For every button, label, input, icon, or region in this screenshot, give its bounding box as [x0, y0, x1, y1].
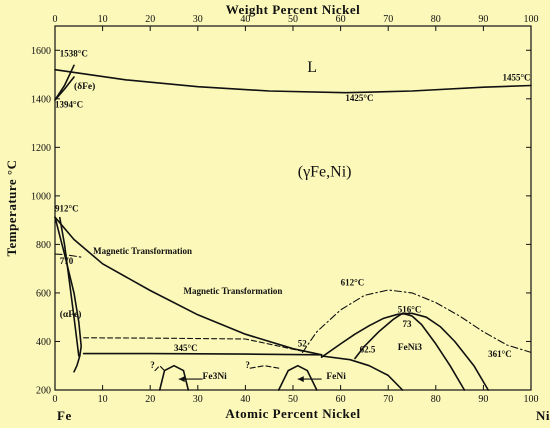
top-tick-label: 30: [193, 14, 203, 25]
x-end-label-right: Ni: [536, 408, 550, 423]
annotation-label: Magnetic Transformation: [93, 246, 192, 256]
region-label: FeNi3: [398, 343, 423, 353]
top-tick-label: 20: [145, 14, 155, 25]
x-tick-label: 40: [240, 394, 250, 405]
y-tick-label: 1400: [31, 94, 51, 105]
annotation-label: 1394°C: [55, 99, 83, 109]
y-tick-label: 600: [36, 288, 51, 299]
y-tick-label: 1000: [31, 191, 51, 202]
annotation-label: 1425°C: [345, 93, 373, 103]
series-line: [249, 365, 280, 369]
top-tick-label: 100: [524, 14, 539, 25]
series-line: [54, 253, 85, 259]
top-tick-label: 0: [53, 14, 58, 25]
y-tick-label: 200: [36, 386, 51, 397]
x-tick-label: 80: [431, 394, 441, 405]
x-tick-label: 90: [478, 394, 488, 405]
series-line: [83, 337, 304, 352]
series-line: [158, 364, 190, 391]
x-tick-label: 0: [53, 394, 58, 405]
y-tick-label: 1600: [31, 46, 51, 57]
x-tick-label: 20: [145, 394, 155, 405]
x-tick-label: 50: [288, 394, 298, 405]
x-tick-label: 60: [336, 394, 346, 405]
y-tick-label: 800: [36, 240, 51, 251]
y-axis-title: Temperature °C: [4, 159, 19, 256]
annotation-label: 1538°C: [60, 48, 88, 58]
region-label: L: [307, 59, 317, 76]
top-tick-label: 80: [431, 14, 441, 25]
series-line: [354, 312, 466, 391]
series-line: [301, 289, 532, 353]
annotation-label: 516°C: [398, 304, 422, 314]
y-tick-label: 400: [36, 337, 51, 348]
top-tick-label: 60: [336, 14, 346, 25]
annotation-label: ?: [245, 360, 250, 370]
x-tick-label: 10: [98, 394, 108, 405]
series-line: [320, 355, 404, 391]
annotation-label: 73: [402, 319, 412, 329]
x-end-label-left: Fe: [57, 408, 72, 423]
series-line: [54, 68, 532, 94]
top-tick-label: 50: [288, 14, 298, 25]
annotation-label: 52: [298, 338, 308, 348]
x-tick-label: 30: [193, 394, 203, 405]
top-tick-label: 70: [383, 14, 393, 25]
x-tick-label: 70: [383, 394, 393, 405]
region-label: (δFe): [74, 81, 95, 92]
x-axis-top-title: Weight Percent Nickel: [226, 2, 360, 17]
annotation-label: 62.5: [360, 344, 376, 354]
series-line: [82, 352, 323, 356]
series-line: [277, 364, 318, 391]
y-tick-label: 1200: [31, 143, 51, 154]
series-line: [154, 365, 166, 372]
series-line: [59, 216, 80, 357]
top-tick-label: 40: [240, 14, 250, 25]
region-label: (γFe,Ni): [298, 163, 352, 180]
series-line: [54, 64, 75, 101]
series-line: [54, 216, 323, 356]
annotation-label: 345°C: [174, 343, 198, 353]
annotation-label: 770: [60, 256, 74, 266]
series-arrowhead: [297, 376, 304, 383]
annotation-label: 612°C: [341, 278, 365, 288]
annotation-label: 1455°C: [502, 73, 530, 83]
annotation-label: ?: [150, 360, 155, 370]
x-axis-bottom-title: Atomic Percent Nickel: [225, 406, 360, 421]
annotation-label: 912°C: [55, 204, 79, 214]
x-tick-label: 100: [524, 394, 539, 405]
annotation-label: Magnetic Transformation: [184, 286, 283, 296]
annotation-label: 361°C: [488, 349, 512, 359]
region-label: (αFe): [60, 309, 82, 320]
top-tick-label: 90: [478, 14, 488, 25]
region-label: Fe3Ni: [203, 372, 228, 382]
top-tick-label: 10: [98, 14, 108, 25]
region-label: FeNi: [326, 372, 346, 382]
series-arrowhead: [178, 376, 185, 383]
